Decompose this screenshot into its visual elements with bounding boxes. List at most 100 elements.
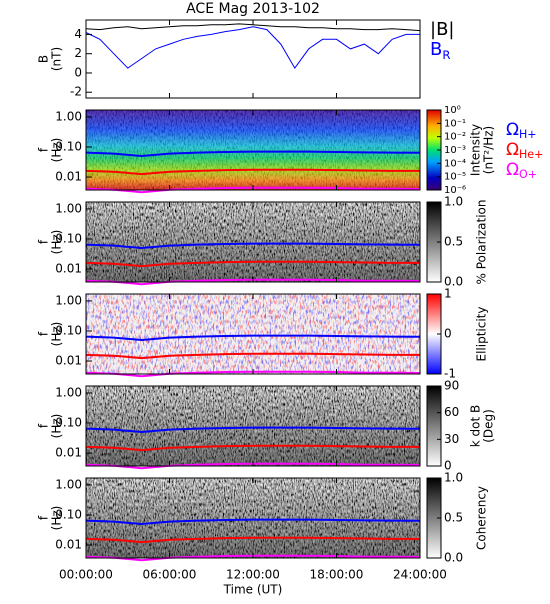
spectrogram-shade xyxy=(86,386,420,466)
legend-entry: ΩHe+ xyxy=(506,140,543,161)
y-axis-label: (Hz) xyxy=(50,230,64,255)
series-line xyxy=(85,426,421,434)
colorbar-tick-label: 0 xyxy=(444,327,452,341)
legend-entry: |B| xyxy=(430,19,454,40)
x-tick-label: 24:00:00 xyxy=(393,568,447,582)
x-tick-label: 00:00:00 xyxy=(59,568,113,582)
colorbar-label: Ellipticity xyxy=(475,307,489,362)
x-tick-label: 18:00:00 xyxy=(310,568,364,582)
series-line xyxy=(85,334,421,342)
colorbar-label: Coherency xyxy=(475,486,489,550)
colorbar-label: k dot B xyxy=(469,405,483,447)
spectrogram-texture xyxy=(86,294,420,374)
colorbar-label: Intensity xyxy=(469,124,483,176)
y-axis-label: f xyxy=(37,331,51,336)
series-line xyxy=(85,242,421,250)
colorbar-tick-label: 10⁰ xyxy=(444,105,461,116)
x-axis-label: Time (UT) xyxy=(223,583,283,597)
y-tick-label: 1.00 xyxy=(55,477,82,491)
legend-name: Ω xyxy=(506,160,519,180)
y-tick-label: -2 xyxy=(70,85,82,99)
colorbar-tick-label: 60 xyxy=(444,405,459,419)
series-line xyxy=(85,444,420,452)
chart-title: ACE Mag 2013-102 xyxy=(186,1,320,17)
x-tick-label: 06:00:00 xyxy=(143,568,197,582)
colorbar-tick-label: 10⁻⁴ xyxy=(444,158,466,169)
y-tick-label: 2 xyxy=(74,46,82,60)
plot-frame xyxy=(85,477,421,559)
legend-name: |B| xyxy=(430,19,454,40)
y-axis-label: (Hz) xyxy=(50,506,64,531)
legend-entry: ΩH+ xyxy=(506,120,537,141)
y-axis-label: f xyxy=(37,239,51,244)
y-tick-label: 0.01 xyxy=(55,170,82,184)
y-tick-label: 0.10 xyxy=(55,415,82,429)
y-axis-label: f xyxy=(37,423,51,428)
spectrogram-shade xyxy=(86,202,420,282)
colorbar-tick-label: 10⁻¹ xyxy=(444,118,466,129)
y-tick-label: 0.01 xyxy=(55,538,82,552)
y-axis-label: f xyxy=(37,515,51,520)
colorbar xyxy=(426,385,442,467)
y-axis-label: B xyxy=(37,55,51,63)
y-axis-label: (nT) xyxy=(50,47,64,71)
colorbar-tick-label: 30 xyxy=(444,432,459,446)
legend-entry: BR xyxy=(430,39,450,62)
colorbar-tick-label: 0 xyxy=(444,459,452,473)
y-tick-label: 1.00 xyxy=(55,109,82,123)
y-tick-label: 4 xyxy=(74,27,82,41)
series-line xyxy=(85,168,420,176)
y-tick-label: 1.00 xyxy=(55,201,82,215)
colorbar-tick-label: 1.0 xyxy=(444,471,463,485)
colorbar-tick-label: 10⁻⁶ xyxy=(444,185,466,196)
y-tick-label: 0.01 xyxy=(55,446,82,460)
colorbar-label: % Polarization xyxy=(475,200,489,285)
y-tick-label: 0 xyxy=(74,65,82,79)
y-tick-label: 0.10 xyxy=(55,507,82,521)
colorbar-label: (nT²/Hz) xyxy=(482,126,496,174)
y-tick-label: 0.01 xyxy=(55,262,82,276)
colorbar-tick-label: 1.0 xyxy=(444,195,463,209)
spectrogram-shade xyxy=(86,478,420,558)
colorbar-tick-label: -1 xyxy=(444,367,456,381)
plot-frame xyxy=(85,19,421,99)
y-axis-label: (Hz) xyxy=(50,414,64,439)
series-line xyxy=(85,536,420,544)
plot-frame xyxy=(85,201,421,283)
legend-entry: ΩO+ xyxy=(506,160,537,181)
colorbar-tick-label: 0.5 xyxy=(444,235,463,249)
plot-frame xyxy=(85,385,421,467)
colorbar-label: (Deg) xyxy=(482,409,496,443)
colorbar-tick-label: 90 xyxy=(444,379,459,393)
series-line xyxy=(85,518,421,526)
y-axis-label: (Hz) xyxy=(50,138,64,163)
colorbar-tick-label: 10⁻² xyxy=(444,132,466,143)
legend-name: B xyxy=(430,39,442,60)
legend-sub: H+ xyxy=(519,128,537,141)
legend-name: Ω xyxy=(506,140,519,160)
legend-sub: R xyxy=(442,48,450,62)
colorbar-tick-label: 0.0 xyxy=(444,275,463,289)
y-tick-label: 0.10 xyxy=(55,323,82,337)
colorbar-tick-label: 1 xyxy=(444,287,452,301)
colorbar-tick-label: 0.5 xyxy=(444,511,463,525)
y-tick-label: 1.00 xyxy=(55,385,82,399)
series-line xyxy=(85,352,420,360)
colorbar-tick-label: 10⁻⁵ xyxy=(444,172,466,183)
y-tick-label: 0.10 xyxy=(55,139,82,153)
plot-frame xyxy=(85,109,421,191)
x-tick-label: 12:00:00 xyxy=(226,568,280,582)
y-axis-label: f xyxy=(37,147,51,152)
series-line xyxy=(85,26,420,70)
y-axis-label: (Hz) xyxy=(50,322,64,347)
legend-sub: O+ xyxy=(519,168,537,181)
legend-sub: He+ xyxy=(519,148,543,161)
spectrogram-texture xyxy=(86,110,420,190)
series-line xyxy=(85,150,421,158)
y-tick-label: 0.10 xyxy=(55,231,82,245)
series-line xyxy=(85,260,420,268)
colorbar-tick-label: 10⁻³ xyxy=(444,145,466,156)
y-tick-label: 1.00 xyxy=(55,293,82,307)
colorbar-tick-label: 0.0 xyxy=(444,551,463,565)
